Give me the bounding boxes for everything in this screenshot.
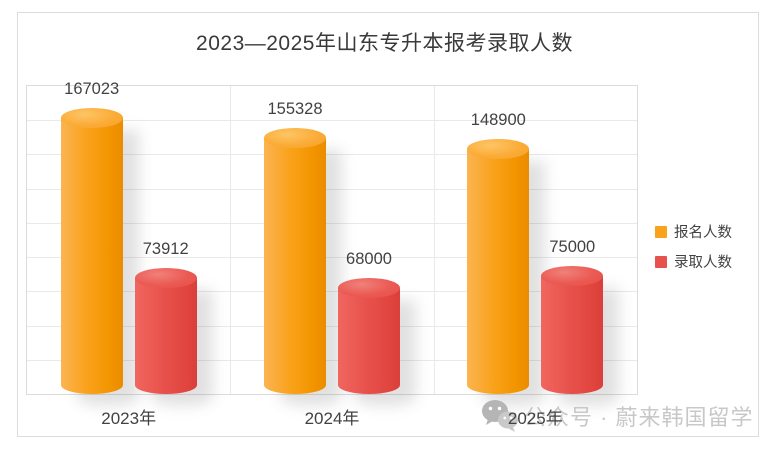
x-axis-label: 2024年 bbox=[304, 409, 360, 428]
gridline-horizontal bbox=[27, 291, 637, 293]
bar-body bbox=[467, 149, 530, 394]
gridline-horizontal bbox=[27, 325, 637, 327]
wechat-icon bbox=[480, 398, 520, 434]
gridline-horizontal bbox=[27, 188, 637, 190]
legend-label: 录取人数 bbox=[674, 255, 732, 271]
gridline-horizontal bbox=[27, 154, 637, 156]
bar-value-label: 75000 bbox=[549, 237, 596, 256]
bar-报名人数-2025年 bbox=[467, 139, 530, 394]
bar-录取人数-2024年 bbox=[338, 277, 400, 394]
bar-top-cap bbox=[60, 108, 123, 129]
legend: 报名人数 录取人数 bbox=[655, 221, 732, 272]
bar-top-cap bbox=[134, 267, 197, 288]
legend-swatch bbox=[655, 255, 667, 268]
bar-top-cap bbox=[541, 265, 604, 286]
gridline-horizontal bbox=[27, 120, 637, 122]
chart-title: 2023—2025年山东专升本报考录取人数 bbox=[196, 32, 573, 55]
bar-value-label: 167023 bbox=[64, 80, 120, 99]
bar-body bbox=[541, 275, 604, 394]
bar-value-label: 73912 bbox=[142, 239, 189, 258]
gridline-horizontal bbox=[27, 257, 637, 259]
bar-body bbox=[134, 277, 197, 394]
gridline-horizontal bbox=[27, 222, 637, 224]
legend-item: 录取人数 bbox=[655, 251, 732, 272]
plot-area: 167023 73912 2023年 155328 68000 2024年 148900 75… bbox=[26, 80, 638, 428]
watermark-text: 公众号 · 蔚来韩国留学 bbox=[524, 405, 754, 430]
bar-value-label: 155328 bbox=[267, 100, 323, 119]
bar-报名人数-2023年 bbox=[60, 108, 123, 394]
bar-body bbox=[264, 138, 326, 394]
x-axis-label: 2023年 bbox=[101, 409, 157, 428]
bar-报名人数-2024年 bbox=[264, 128, 326, 394]
bar-body bbox=[338, 287, 400, 394]
bar-录取人数-2023年 bbox=[134, 267, 197, 394]
bar-录取人数-2025年 bbox=[541, 265, 604, 394]
gridline-vertical bbox=[230, 86, 232, 394]
watermark: 公众号 · 蔚来韩国留学 bbox=[480, 398, 754, 434]
gridline-horizontal bbox=[27, 359, 637, 361]
legend-item: 报名人数 bbox=[655, 221, 732, 242]
bar-top-cap bbox=[467, 139, 530, 160]
x-axis-label: 2025年 bbox=[507, 409, 563, 428]
gridline-vertical bbox=[433, 86, 435, 394]
bar-value-label: 68000 bbox=[346, 249, 392, 268]
legend-label: 报名人数 bbox=[674, 225, 732, 241]
legend-swatch bbox=[655, 225, 667, 238]
bar-top-cap bbox=[338, 277, 400, 298]
bar-top-cap bbox=[264, 128, 326, 149]
bar-body bbox=[60, 118, 123, 394]
bar-value-label: 148900 bbox=[470, 111, 526, 130]
